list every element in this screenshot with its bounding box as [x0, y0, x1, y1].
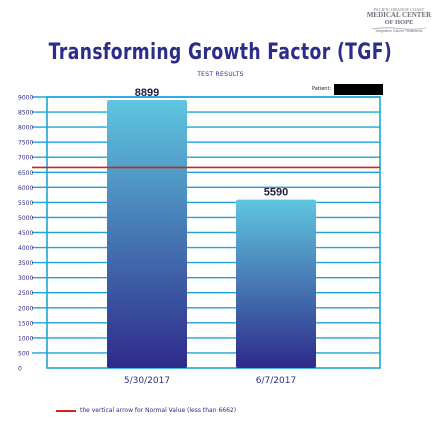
y-tick-label: 7000 — [18, 155, 33, 162]
patient-name-redaction — [334, 84, 383, 95]
hospital-logo: PACIFIC ORANGE COAST MEDICAL CENTER OF H… — [362, 7, 436, 34]
footnote-text: the vertical arrow for Normal Value (les… — [80, 407, 237, 414]
legend-red-line-icon — [56, 409, 76, 412]
logo-line-4: Integrative Cancer Treatments — [375, 29, 423, 34]
logo-swirl-icon — [371, 27, 427, 30]
bars: 8899 5590 — [107, 87, 316, 368]
logo-line-2: MEDICAL CENTER — [366, 11, 432, 20]
bar-value-label: 8899 — [135, 87, 159, 99]
y-tick-label: 8500 — [18, 110, 33, 117]
patient-label: Patient: — [312, 86, 332, 92]
x-axis-labels: 5/30/2017 6/7/2017 — [124, 376, 296, 386]
y-tick-label: 2000 — [18, 305, 33, 312]
y-tick-label: 4000 — [18, 245, 33, 252]
y-tick-label: 4500 — [18, 230, 33, 237]
y-tick-label: 2500 — [18, 290, 33, 297]
y-tick-label: 9000 — [18, 95, 33, 102]
y-tick-label: 0 — [18, 366, 22, 373]
y-tick-label: 6500 — [18, 170, 33, 177]
y-tick-label: 3000 — [18, 275, 33, 282]
gridlines — [32, 96, 381, 369]
logo-line-1: PACIFIC ORANGE COAST — [373, 7, 425, 12]
y-tick-label: 3500 — [18, 260, 33, 267]
chart-title: Transforming Growth Factor (TGF) — [48, 40, 393, 65]
x-tick-label: 6/7/2017 — [256, 376, 296, 386]
y-tick-label: 6000 — [18, 185, 33, 192]
logo-line-3: OF HOPE — [384, 18, 414, 26]
footnote: the vertical arrow for Normal Value (les… — [56, 407, 236, 414]
bar — [107, 100, 187, 368]
y-tick-label: 5500 — [18, 200, 33, 207]
y-tick-label: 5000 — [18, 215, 33, 222]
y-tick-label: 7500 — [18, 140, 33, 147]
bar-value-label: 5590 — [264, 187, 288, 199]
y-tick-label: 1500 — [18, 320, 33, 327]
bar — [236, 199, 316, 368]
y-tick-label: 500 — [18, 350, 30, 357]
y-tick-label: 1000 — [18, 335, 33, 342]
chart-subtitle: TEST RESULTS — [197, 71, 244, 78]
x-tick-label: 5/30/2017 — [124, 376, 170, 386]
y-tick-label: 8000 — [18, 125, 33, 132]
y-axis-ticks: 0 500 1000 1500 2000 2500 3000 3500 4000 4500 5000… — [18, 95, 33, 373]
